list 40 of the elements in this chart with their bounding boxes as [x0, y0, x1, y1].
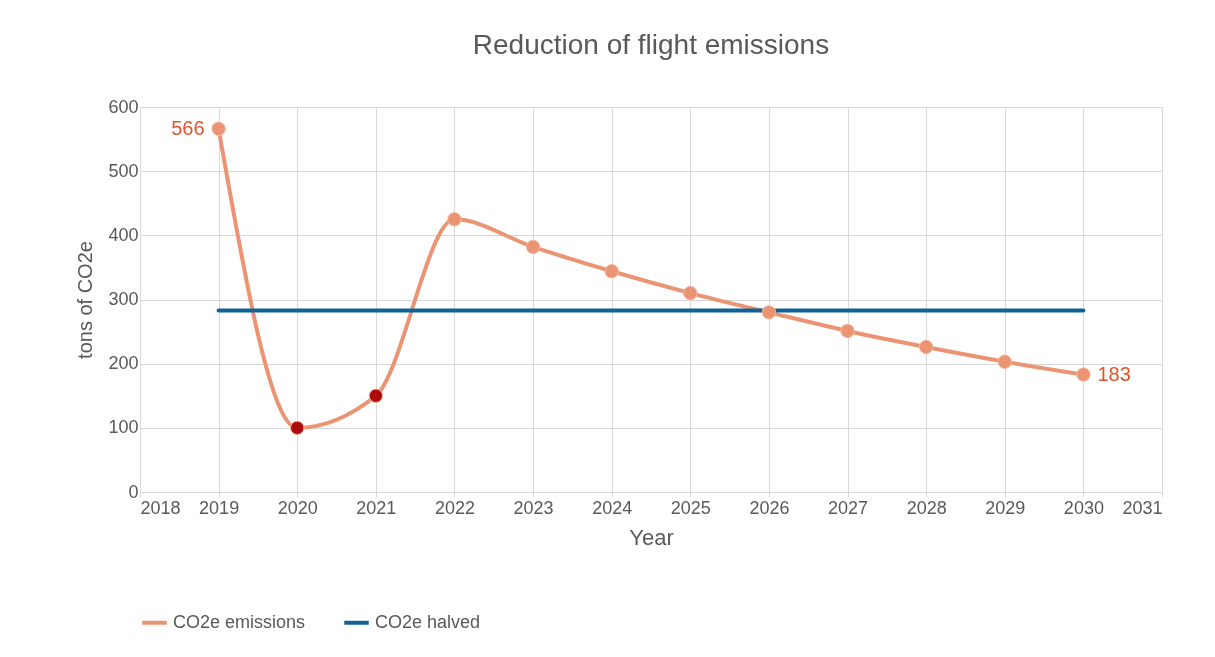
- point: [525, 239, 541, 255]
- data-label: 566: [171, 116, 205, 139]
- y-tick-label: 400: [108, 224, 139, 245]
- x-tick-label: 2030: [1063, 497, 1104, 518]
- x-tick-label: 2023: [513, 497, 554, 518]
- point: [1076, 367, 1091, 382]
- y-tick-label: 500: [108, 160, 139, 181]
- y-tick-label: 100: [108, 417, 139, 438]
- x-axis-title: Year: [629, 524, 674, 550]
- x-tick-label: 2024: [592, 497, 633, 518]
- y-axis-title: tons of CO2e: [74, 241, 97, 359]
- point: [211, 121, 226, 137]
- x-tick-label: 2026: [749, 497, 790, 518]
- point: [918, 339, 934, 355]
- y-tick-label: 0: [128, 481, 139, 502]
- x-tick-label: 2031: [1122, 497, 1163, 518]
- y-tick-label: 200: [108, 353, 139, 374]
- x-tick-label: 2027: [828, 497, 869, 518]
- point: [447, 212, 462, 227]
- point: [290, 420, 305, 436]
- x-tick-label: 2025: [670, 497, 711, 518]
- point: [604, 264, 619, 279]
- y-tick-label: 300: [108, 289, 139, 309]
- legend-label: CO2e halved: [375, 611, 481, 632]
- point: [761, 305, 777, 320]
- x-tick-label: 2018: [140, 497, 181, 518]
- data-label: 183: [1097, 362, 1131, 385]
- point: [997, 354, 1012, 369]
- x-tick-label: 2019: [199, 497, 240, 518]
- x-tick-label: 2029: [985, 497, 1026, 518]
- point: [683, 285, 698, 301]
- y-tick-label: 600: [108, 96, 139, 117]
- x-tick-label: 2020: [277, 497, 318, 518]
- point: [368, 388, 384, 403]
- legend-label: CO2e emissions: [173, 611, 306, 632]
- x-tick-label: 2021: [356, 497, 397, 518]
- x-tick-label: 2022: [434, 497, 475, 518]
- x-tick-label: 2028: [906, 497, 947, 518]
- point: [840, 323, 855, 339]
- chart-title: Reduction of flight emissions: [472, 29, 830, 60]
